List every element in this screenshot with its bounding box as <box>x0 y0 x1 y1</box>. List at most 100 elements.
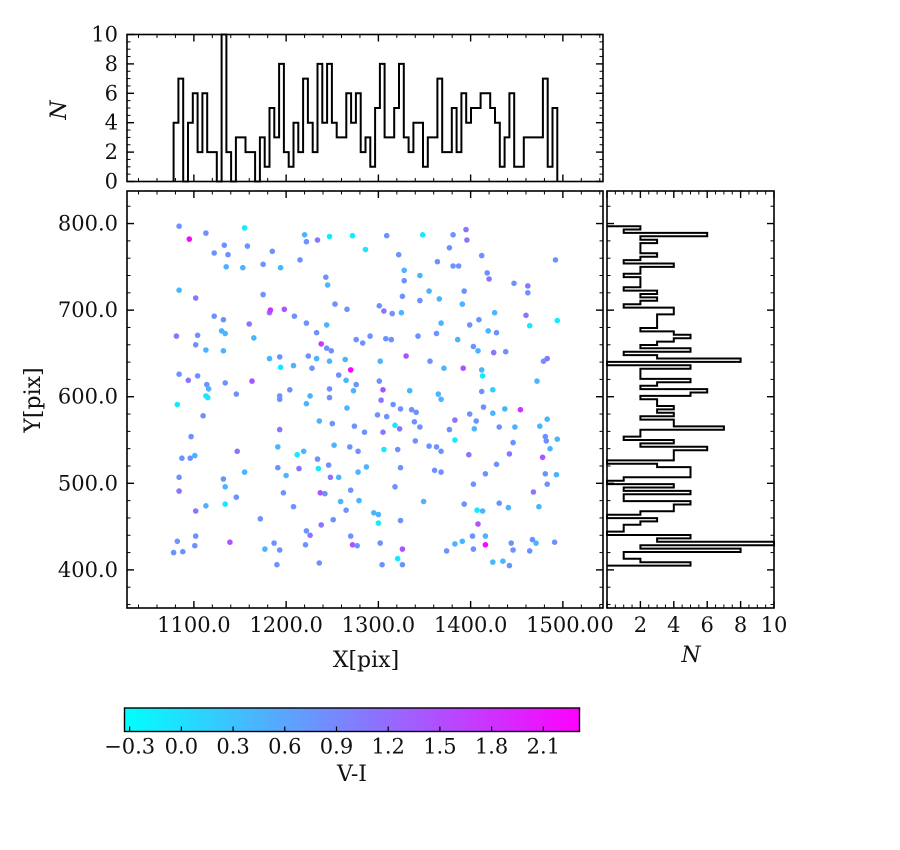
scatter-point <box>399 561 406 568</box>
scatter-point <box>460 365 467 372</box>
scatter-point <box>296 465 302 472</box>
scatter-point <box>417 297 423 304</box>
scatter-point <box>452 417 458 423</box>
scatter-point <box>344 405 350 411</box>
scatter-point <box>450 232 456 238</box>
scatter-point <box>220 476 227 482</box>
scatter-point <box>381 308 387 314</box>
scatter-point <box>496 500 503 507</box>
scatter-point <box>543 438 550 444</box>
scatter-point <box>303 320 310 326</box>
scatter-point <box>475 521 481 527</box>
scatter-point <box>176 371 182 378</box>
scatter-point <box>408 406 415 413</box>
scatter-point <box>322 490 328 497</box>
scatter-point <box>475 348 481 354</box>
scatter-point <box>205 386 212 392</box>
scatter-point <box>251 335 257 341</box>
scatter-point <box>526 548 533 554</box>
scatter-point <box>281 306 288 313</box>
scatter-point <box>441 365 447 372</box>
scatter-point <box>433 444 440 450</box>
scatter-point <box>290 362 297 369</box>
scatter-point <box>326 358 333 365</box>
right-hist-tick-label: 2 <box>634 613 647 637</box>
scatter-point <box>380 429 386 436</box>
scatter-point <box>204 381 210 388</box>
scatter-point <box>203 503 209 509</box>
scatter-point <box>307 532 313 539</box>
scatter-point <box>313 329 320 336</box>
scatter-point <box>459 538 466 545</box>
y-axis-label: Y[pix] <box>21 367 46 433</box>
right-hist-tick-label: 0 <box>600 613 613 637</box>
scatter-point <box>452 437 458 443</box>
scatter-point <box>486 276 492 282</box>
scatter-point <box>496 424 503 430</box>
right-hist-tick-label: 10 <box>761 613 788 637</box>
scatter-point <box>471 426 478 432</box>
scatter-point <box>554 317 561 324</box>
scatter-point <box>459 301 466 307</box>
scatter-point <box>276 426 283 433</box>
scatter-point <box>227 539 233 545</box>
scatter-point <box>331 442 337 449</box>
scatter-point <box>186 236 193 242</box>
scatter-point <box>466 411 473 417</box>
scatter-point <box>539 454 546 461</box>
scatter-point <box>173 333 180 339</box>
scatter-point <box>419 232 426 238</box>
scatter-point <box>180 548 186 555</box>
scatter-point <box>461 501 468 507</box>
scatter-point <box>463 226 469 233</box>
scatter-point <box>316 418 323 424</box>
scatter-point <box>530 489 537 495</box>
scatter-point <box>376 303 383 309</box>
scatter-point <box>350 387 357 394</box>
colorbar-label: V-I <box>336 762 367 787</box>
scatter-point <box>225 251 231 258</box>
scatter-point <box>303 400 310 407</box>
scatter-point <box>314 456 321 462</box>
scatter-point <box>222 330 228 337</box>
scatter-point <box>473 418 480 424</box>
scatter-point <box>526 322 533 329</box>
scatter-point <box>438 396 444 403</box>
scatter-point <box>305 353 312 359</box>
scatter-point <box>347 367 354 373</box>
y-tick-label: 700.0 <box>58 298 118 322</box>
scatter-point <box>534 378 540 384</box>
scatter-point <box>313 355 320 362</box>
scatter-point <box>415 333 421 339</box>
scatter-point <box>401 267 408 274</box>
scatter-point <box>176 287 182 294</box>
scatter-point <box>233 494 240 501</box>
x-tick-label: 1500.0 <box>526 613 599 637</box>
scatter-point <box>377 358 384 365</box>
scatter-point <box>383 335 389 342</box>
scatter-point <box>411 419 418 425</box>
scatter-point <box>297 257 303 263</box>
scatter-point <box>380 387 386 393</box>
right-hist-tick-label: 4 <box>667 613 680 637</box>
scatter-point <box>222 380 228 386</box>
scatter-point <box>523 312 529 319</box>
scatter-point <box>480 404 487 410</box>
scatter-point <box>307 393 313 399</box>
scatter-point <box>337 498 344 505</box>
scatter-point <box>378 397 384 404</box>
x-tick-label: 1200.0 <box>249 613 322 637</box>
scatter-point <box>327 474 334 481</box>
right-histogram-steps <box>606 225 775 567</box>
scatter-point <box>510 439 516 446</box>
scatter-point <box>455 263 462 269</box>
y-tick-label: 600.0 <box>58 385 118 409</box>
scatter-point <box>326 394 333 401</box>
scatter-point <box>406 387 413 394</box>
scatter-point <box>510 547 516 553</box>
scatter-point <box>544 416 550 423</box>
scatter-point <box>343 507 349 513</box>
scatter-point <box>431 467 438 474</box>
top-hist-tick-label: 10 <box>91 23 118 47</box>
scatter-point <box>362 246 369 253</box>
